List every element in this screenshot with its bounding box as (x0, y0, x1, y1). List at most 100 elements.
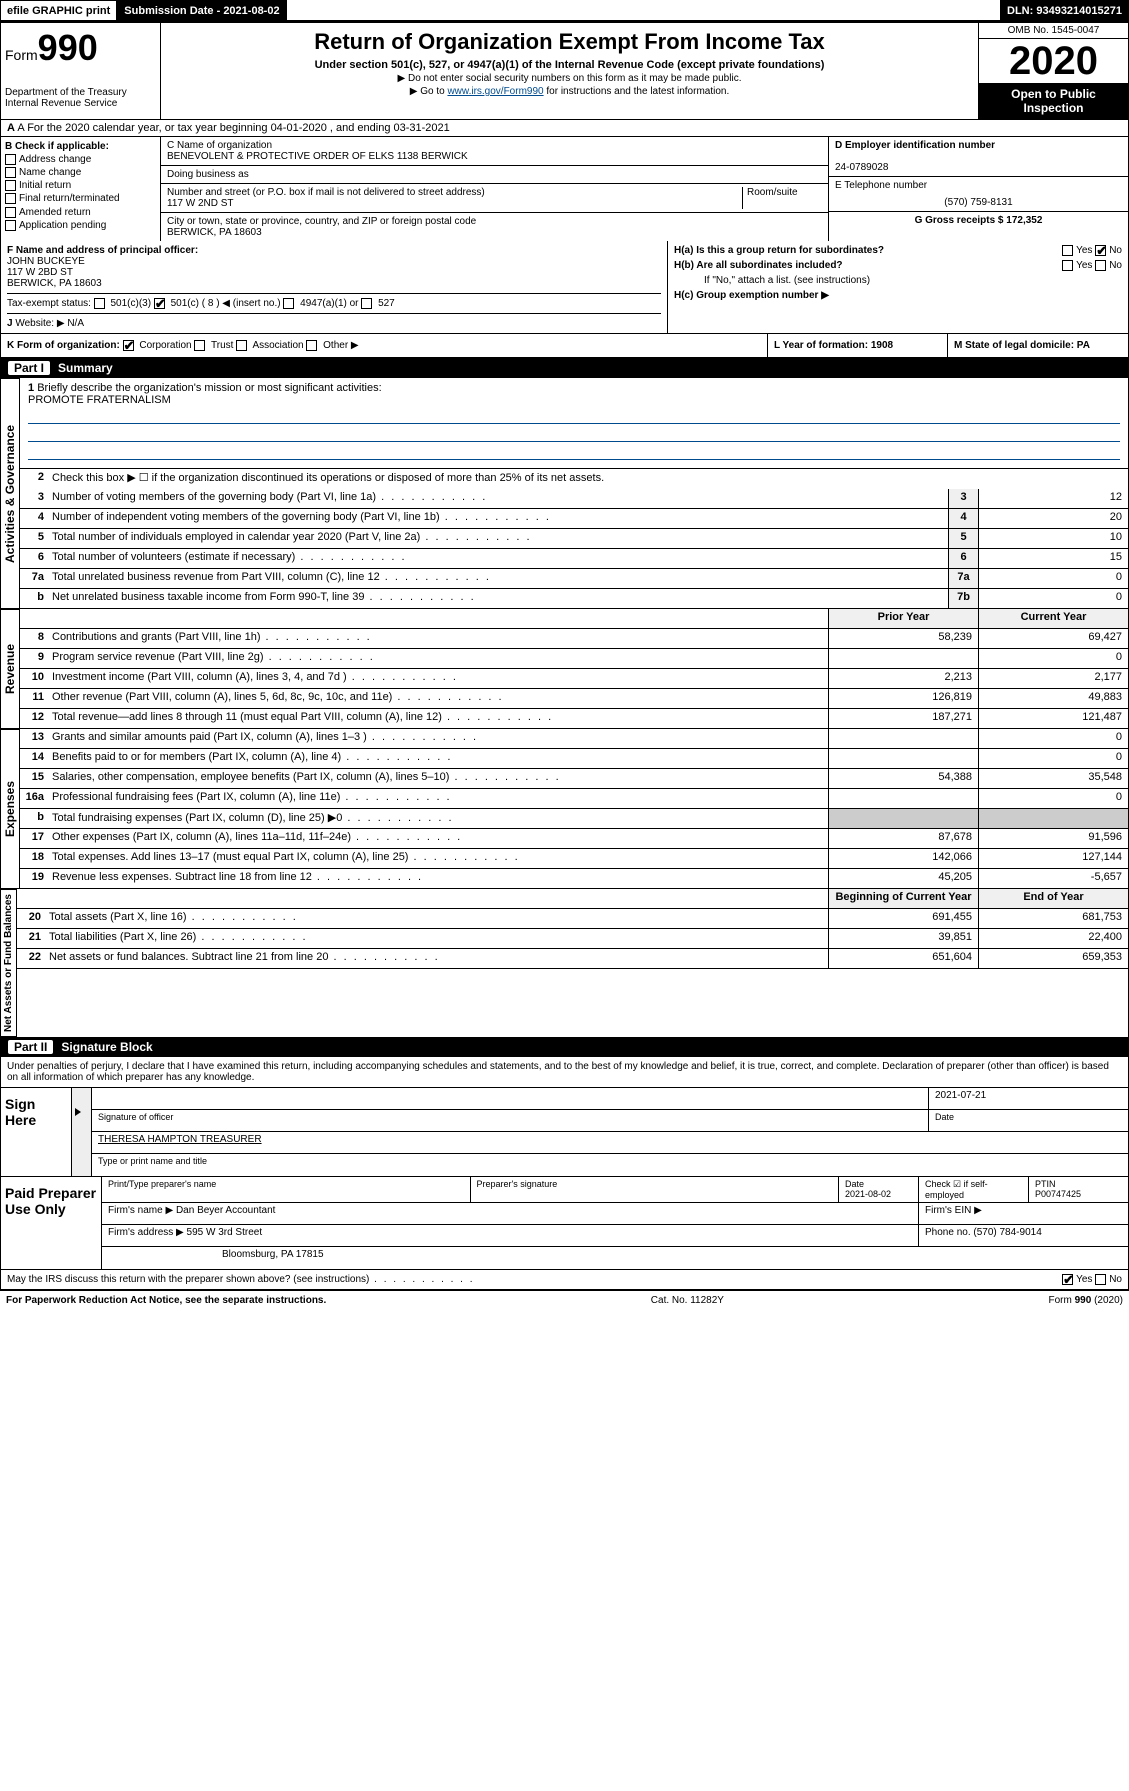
top-bar: efile GRAPHIC print Submission Date - 20… (0, 0, 1129, 22)
year-formation: L Year of formation: 1908 (774, 340, 893, 351)
section-governance: Activities & Governance 1 Briefly descri… (0, 378, 1129, 609)
gov-line-7a: 7a Total unrelated business revenue from… (20, 569, 1128, 589)
rev-line-11: 11 Other revenue (Part VIII, column (A),… (20, 689, 1128, 709)
dba-label: Doing business as (167, 169, 249, 180)
paid-preparer-label: Paid Preparer Use Only (1, 1177, 101, 1269)
prep-date: 2021-08-02 (845, 1189, 891, 1199)
gov-line-4: 4 Number of independent voting members o… (20, 509, 1128, 529)
line2-discontinued: Check this box ▶ ☐ if the organization d… (48, 469, 1128, 489)
sig-date: 2021-07-21 (928, 1088, 1128, 1109)
chk-association[interactable] (236, 340, 247, 351)
org-name: BENEVOLENT & PROTECTIVE ORDER OF ELKS 11… (167, 151, 468, 162)
section-net-assets: Net Assets or Fund Balances Beginning of… (0, 889, 1129, 1037)
phone: (570) 759-8131 (944, 197, 1012, 208)
officer-addr1: 117 W 2BD ST (7, 267, 661, 278)
net-line-21: 21 Total liabilities (Part X, line 26) 3… (17, 929, 1128, 949)
rev-line-12: 12 Total revenue—add lines 8 through 11 … (20, 709, 1128, 729)
chk-application-pending[interactable]: Application pending (19, 220, 106, 231)
gov-line-6: 6 Total number of volunteers (estimate i… (20, 549, 1128, 569)
room-suite-label: Room/suite (747, 187, 798, 198)
exp-line-18: 18 Total expenses. Add lines 13–17 (must… (20, 849, 1128, 869)
gross-receipts: G Gross receipts $ 172,352 (915, 215, 1043, 226)
irs-link[interactable]: www.irs.gov/Form990 (447, 86, 543, 97)
sign-here-label: Sign Here (1, 1088, 71, 1176)
ptin: P00747425 (1035, 1189, 1081, 1199)
col-end-year: End of Year (978, 889, 1128, 908)
ein: 24-0789028 (835, 162, 888, 173)
website: N/A (67, 318, 84, 329)
dept-treasury: Department of the Treasury Internal Reve… (5, 87, 156, 109)
row-f-h: F Name and address of principal officer:… (0, 241, 1129, 334)
row-k-l-m: K Form of organization: Corporation Trus… (0, 334, 1129, 358)
chk-501c[interactable] (154, 298, 165, 309)
hc-group-exemption: H(c) Group exemption number ▶ (674, 290, 829, 301)
chk-4947[interactable] (283, 298, 294, 309)
col-beginning-year: Beginning of Current Year (828, 889, 978, 908)
ha-no[interactable] (1095, 245, 1106, 256)
hb-yes[interactable] (1062, 260, 1073, 271)
hb-no[interactable] (1095, 260, 1106, 271)
exp-line-15: 15 Salaries, other compensation, employe… (20, 769, 1128, 789)
firm-address: 595 W 3rd Street (187, 1227, 263, 1238)
row-a-tax-year: A A For the 2020 calendar year, or tax y… (0, 120, 1129, 137)
col-prior-year: Prior Year (828, 609, 978, 628)
firm-city: Bloomsburg, PA 17815 (101, 1247, 1128, 1269)
form-subtitle: Under section 501(c), 527, or 4947(a)(1)… (165, 59, 974, 71)
form-header: Form990 Department of the Treasury Inter… (0, 22, 1129, 120)
chk-501c3[interactable] (94, 298, 105, 309)
omb-number: OMB No. 1545-0047 (979, 23, 1128, 39)
form-label: Form (5, 47, 38, 63)
exp-line-16a: 16a Professional fundraising fees (Part … (20, 789, 1128, 809)
col-current-year: Current Year (978, 609, 1128, 628)
col-d-g: D Employer identification number24-07890… (828, 137, 1128, 241)
col-b-checkboxes: B Check if applicable: Address change Na… (1, 137, 161, 241)
gov-line-3: 3 Number of voting members of the govern… (20, 489, 1128, 509)
goto-note: ▶ Go to www.irs.gov/Form990 for instruct… (165, 86, 974, 97)
exp-line-b: b Total fundraising expenses (Part IX, c… (20, 809, 1128, 829)
officer-addr2: BERWICK, PA 18603 (7, 278, 661, 289)
discuss-yes[interactable] (1062, 1274, 1073, 1285)
street-address: 117 W 2ND ST (167, 198, 234, 209)
gov-line-b: b Net unrelated business taxable income … (20, 589, 1128, 609)
firm-ein: Firm's EIN ▶ (918, 1203, 1128, 1224)
net-line-22: 22 Net assets or fund balances. Subtract… (17, 949, 1128, 969)
vtab-revenue: Revenue (1, 609, 20, 729)
efile-link[interactable]: efile GRAPHIC print (0, 0, 117, 21)
discuss-no[interactable] (1095, 1274, 1106, 1285)
chk-other[interactable] (306, 340, 317, 351)
exp-line-13: 13 Grants and similar amounts paid (Part… (20, 729, 1128, 749)
net-line-20: 20 Total assets (Part X, line 16) 691,45… (17, 909, 1128, 929)
firm-name: Dan Beyer Accountant (176, 1205, 276, 1216)
vtab-expenses: Expenses (1, 729, 20, 889)
vtab-net-assets: Net Assets or Fund Balances (1, 889, 17, 1037)
chk-trust[interactable] (194, 340, 205, 351)
hb-note: If "No," attach a list. (see instruction… (674, 275, 1122, 286)
vtab-governance: Activities & Governance (1, 378, 20, 609)
officer-name: JOHN BUCKEYE (7, 256, 661, 267)
tax-year: 2020 (979, 39, 1128, 83)
self-employed[interactable]: Check ☑ if self-employed (918, 1177, 1028, 1202)
chk-initial-return[interactable]: Initial return (19, 180, 71, 191)
ha-yes[interactable] (1062, 245, 1073, 256)
chk-address-change[interactable]: Address change (19, 154, 91, 165)
ssn-note: ▶ Do not enter social security numbers o… (165, 73, 974, 84)
chk-name-change[interactable]: Name change (19, 167, 81, 178)
chk-corporation[interactable] (123, 340, 134, 351)
submission-date: Submission Date - 2021-08-02 (117, 0, 286, 21)
rev-line-8: 8 Contributions and grants (Part VIII, l… (20, 629, 1128, 649)
dln: DLN: 93493214015271 (1000, 0, 1129, 21)
section-revenue: Revenue Prior YearCurrent Year 8 Contrib… (0, 609, 1129, 729)
exp-line-17: 17 Other expenses (Part IX, column (A), … (20, 829, 1128, 849)
chk-527[interactable] (361, 298, 372, 309)
chk-amended[interactable]: Amended return (19, 207, 91, 218)
form-number: 990 (38, 27, 98, 68)
pra-notice: For Paperwork Reduction Act Notice, see … (6, 1295, 326, 1306)
rev-line-10: 10 Investment income (Part VIII, column … (20, 669, 1128, 689)
cat-number: Cat. No. 11282Y (651, 1295, 724, 1306)
form-title: Return of Organization Exempt From Incom… (165, 29, 974, 55)
discuss-question: May the IRS discuss this return with the… (7, 1274, 369, 1285)
chk-final-return[interactable]: Final return/terminated (19, 194, 120, 205)
exp-line-14: 14 Benefits paid to or for members (Part… (20, 749, 1128, 769)
firm-phone: Phone no. (570) 784-9014 (918, 1225, 1128, 1246)
part2-header: Part IISignature Block (0, 1037, 1129, 1057)
